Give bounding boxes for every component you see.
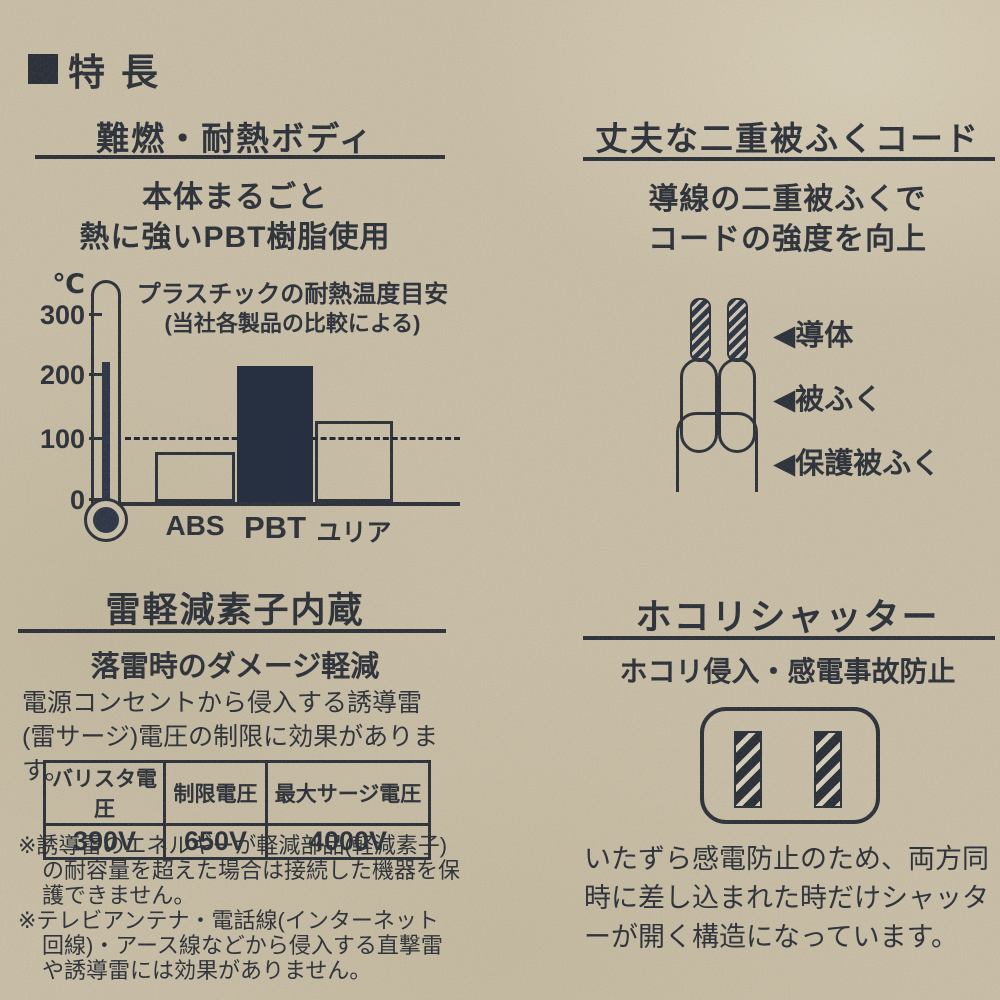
features-header: 特長 — [28, 42, 174, 96]
cable-cross-section-figure: ◀導体 ◀被ふく ◀保護被ふく — [575, 290, 1000, 500]
bar-pbt — [237, 366, 313, 502]
x-axis-baseline — [118, 502, 460, 506]
conductor-left-icon — [690, 298, 711, 362]
thermometer-bulb-fill — [93, 507, 119, 533]
x-label-pbt: PBT — [244, 510, 306, 545]
heat-title-underline — [35, 155, 445, 159]
outlet-slot-left-icon — [734, 731, 762, 808]
chart-title: プラスチックの耐熱温度目安 — [136, 281, 449, 308]
cord-subtitle-line2: コードの強度を向上 — [648, 223, 927, 256]
surge-subtitle: 落雷時のダメージ軽減 — [90, 651, 380, 683]
surge-title-underline — [18, 629, 446, 633]
shutter-subtitle: ホコリ侵入・感電事故防止 — [619, 656, 956, 687]
x-label-abs: ABS — [165, 510, 225, 541]
cable-label-jacket: ◀保護被ふく — [773, 448, 941, 480]
x-label-yuria: ユリア — [316, 519, 392, 547]
cable-label-insulation: ◀被ふく — [773, 384, 883, 416]
cord-subtitle-line1: 導線の二重被ふくで — [648, 183, 927, 216]
surge-section-title: 雷軽減素子内蔵 — [105, 591, 365, 630]
conductor-right-icon — [727, 298, 748, 362]
shutter-body-text: いたずら感電防止のため、両方同時に差し込まれた時だけシャッターが開く構造になって… — [584, 844, 989, 952]
shutter-section-title: ホコリシャッター — [635, 596, 940, 637]
header-max-surge-voltage: 最大サージ電圧 — [265, 760, 431, 826]
cord-section-title: 丈夫な二重被ふくコード — [595, 120, 980, 157]
thermometer-tube — [91, 280, 121, 512]
heat-subtitle-line1: 本体まるごと — [142, 181, 328, 214]
outer-jacket-icon — [676, 412, 758, 492]
heat-section-title: 難燃・耐熱ボディ — [96, 120, 374, 157]
cord-title-underline — [583, 157, 995, 161]
y-tick-300: 300 — [39, 300, 85, 330]
heat-subtitle-line2: 熱に強いPBT樹脂使用 — [79, 221, 391, 254]
bar-abs — [155, 452, 235, 502]
shutter-title-underline — [583, 636, 995, 640]
header-varistor-voltage: バリスタ電圧 — [43, 760, 166, 826]
outlet-slot-right-icon — [814, 731, 842, 808]
cable-label-conductor: ◀導体 — [773, 320, 854, 352]
table-header-row: バリスタ電圧 制限電圧 最大サージ電圧 — [43, 760, 431, 826]
y-tick-0: 0 — [69, 485, 85, 515]
chart-subtitle: (当社各製品の比較による) — [164, 311, 421, 336]
features-header-label: 特長 — [68, 52, 174, 93]
section-square-icon — [28, 54, 58, 84]
surge-note-1: ※誘導雷のエネルギーが軽減部品(軽減素子)の耐容量を超えた場合は接続した機器を保… — [18, 833, 461, 908]
bar-yuria — [315, 421, 393, 502]
y-axis-unit: ℃ — [52, 269, 85, 299]
heat-resistance-chart: ℃ 300 200 100 0 プラスチックの耐熱温度目安 (当社各製品の比較に… — [30, 269, 460, 550]
y-tick-100: 100 — [39, 424, 85, 454]
surge-note-2: ※テレビアンテナ・電話線(インターネット回線)・アース線などから侵入する直撃雷や… — [18, 908, 443, 983]
outlet-shutter-figure — [700, 707, 880, 824]
y-tick-200: 200 — [39, 360, 85, 390]
header-limit-voltage: 制限電圧 — [163, 760, 268, 826]
